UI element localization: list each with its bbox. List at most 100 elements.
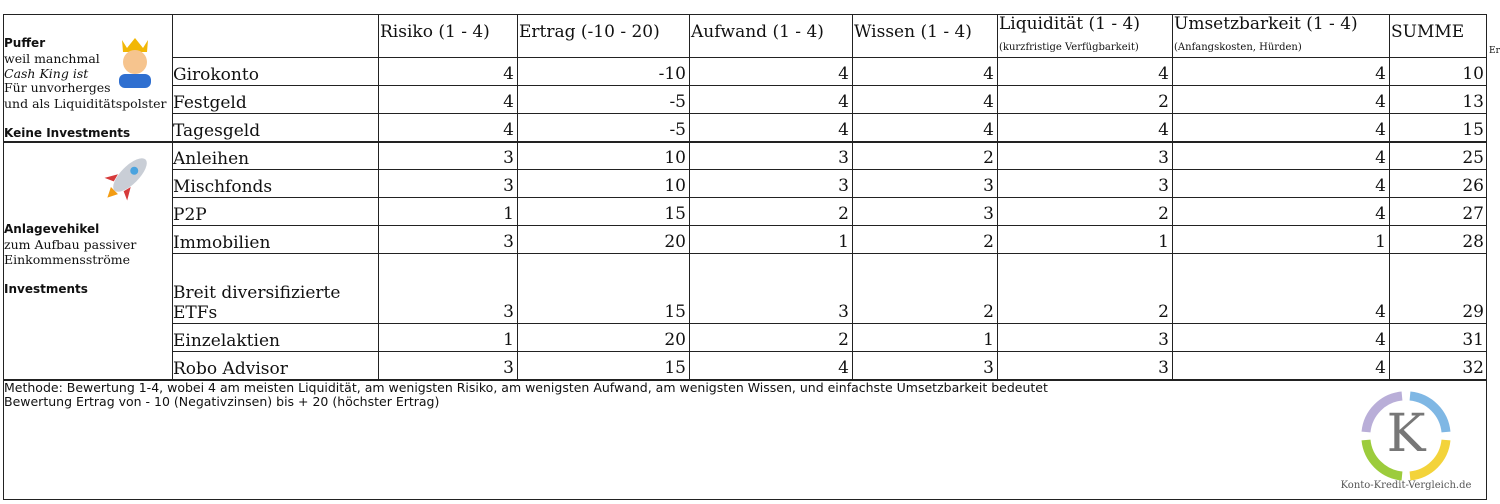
logo-letter: K (1386, 404, 1426, 464)
cell-value: 3 (503, 176, 514, 196)
column-header: Ertrag (-10 - 20) (519, 22, 660, 42)
grid-line (3, 14, 1487, 15)
cell-value: 2 (838, 330, 849, 350)
grid-line (1389, 14, 1390, 379)
cell-value: 26 (1462, 176, 1484, 196)
logo-caption: Konto-Kredit-Vergleich.de (1340, 480, 1472, 491)
grid-line (3, 499, 1487, 500)
row-name: Tagesgeld (172, 113, 378, 141)
column-header: SUMME (1391, 22, 1465, 42)
row-name: Breit diversifizierte ETFs (172, 253, 378, 323)
row-name-text: Einzelaktien (173, 331, 280, 351)
cell-value: 3 (1158, 358, 1169, 378)
cell-value: 10 (664, 176, 686, 196)
cell-value: 32 (1462, 358, 1484, 378)
cell-value: 13 (1462, 92, 1484, 112)
cell-value: 3 (983, 176, 994, 196)
cell-value: 2 (1158, 204, 1169, 224)
grid-line (172, 113, 1487, 114)
grid-line (1486, 14, 1487, 500)
cell-value: 3 (503, 148, 514, 168)
cell-value: 4 (503, 92, 514, 112)
cell-value: 2 (983, 232, 994, 252)
cell-value: 15 (664, 302, 686, 322)
group-text: Einkommensströme (4, 252, 131, 267)
grid-line (172, 14, 173, 379)
cell-value: 20 (664, 330, 686, 350)
cell-value: 3 (503, 302, 514, 322)
column-header: Wissen (1 - 4) (854, 22, 972, 42)
row-name-text: Immobilien (173, 233, 271, 253)
cell-value: 3 (838, 148, 849, 168)
grid-line (172, 197, 1487, 198)
row-name-text: Tagesgeld (173, 121, 261, 141)
logo (1361, 391, 1451, 481)
grid-line (517, 14, 518, 379)
grid-line (3, 141, 1487, 143)
row-name: Einzelaktien (172, 323, 378, 351)
cell-value: 1 (1375, 232, 1386, 252)
group-text: Investments (4, 282, 88, 296)
cell-value: 25 (1462, 148, 1484, 168)
cell-value: 4 (1375, 176, 1386, 196)
cell-value: 2 (1158, 302, 1169, 322)
cell-value: 4 (983, 64, 994, 84)
cell-value: 2 (983, 148, 994, 168)
grid-line (852, 14, 853, 379)
cell-value: 2 (838, 204, 849, 224)
cell-value: 1 (1158, 232, 1169, 252)
cell-value: 3 (1158, 330, 1169, 350)
row-name-text: Mischfonds (173, 177, 273, 197)
row-name-text: P2P (173, 205, 207, 225)
grid-line (3, 379, 1487, 381)
cell-value: -10 (658, 64, 686, 84)
row-name: Festgeld (172, 85, 378, 113)
cell-value: 3 (503, 232, 514, 252)
column-header: Liquidität (1 - 4) (999, 14, 1140, 34)
grid-line (689, 14, 690, 379)
cell-value: 4 (1375, 204, 1386, 224)
crown-icon (119, 38, 151, 88)
cell-value: 31 (1462, 330, 1484, 350)
cell-value: 3 (838, 302, 849, 322)
cell-value: 4 (1375, 148, 1386, 168)
cell-value: 4 (503, 120, 514, 140)
grid-line (3, 14, 4, 500)
cell-value: 4 (838, 120, 849, 140)
cell-value: 1 (983, 330, 994, 350)
grid-line (172, 253, 1487, 254)
cell-value: 3 (983, 204, 994, 224)
group-text: Keine Investments (4, 126, 131, 140)
note-text: Methode: Bewertung 1-4, wobei 4 am meist… (4, 380, 1048, 395)
cell-value: 3 (1158, 176, 1169, 196)
group-text: weil manchmal (4, 51, 100, 66)
cell-value: 4 (838, 92, 849, 112)
row-name: Mischfonds (172, 169, 378, 197)
group-text: zum Aufbau passiver (4, 237, 137, 252)
cell-value: 4 (1158, 64, 1169, 84)
grid-line (1172, 14, 1173, 379)
group-text: Anlagevehikel (4, 222, 100, 236)
row-name: P2P (172, 197, 378, 225)
cell-value: 4 (503, 64, 514, 84)
rocket-icon (104, 158, 147, 201)
row-name-text: Girokonto (173, 65, 259, 85)
grid-line (378, 14, 379, 379)
group-text: Für unvorherges (4, 80, 111, 95)
note-text: Bewertung Ertrag von - 10 (Negativzinsen… (4, 394, 440, 409)
cell-value: 3 (1158, 148, 1169, 168)
cell-value: 27 (1462, 204, 1484, 224)
cell-value: 3 (838, 176, 849, 196)
cell-value: 1 (838, 232, 849, 252)
row-name-text: Robo Advisor (173, 359, 288, 379)
row-name-text: Anleihen (173, 149, 250, 169)
row-name-text: Breit diversifizierte ETFs (173, 283, 341, 323)
cell-value: -5 (669, 120, 686, 140)
group-text: Cash King ist (4, 66, 89, 81)
row-name: Girokonto (172, 57, 378, 85)
cell-value: 1 (503, 330, 514, 350)
group-text: und als Liquiditätspolster (4, 96, 167, 111)
row-name: Immobilien (172, 225, 378, 253)
cell-value: 10 (664, 148, 686, 168)
cell-value: 4 (838, 64, 849, 84)
